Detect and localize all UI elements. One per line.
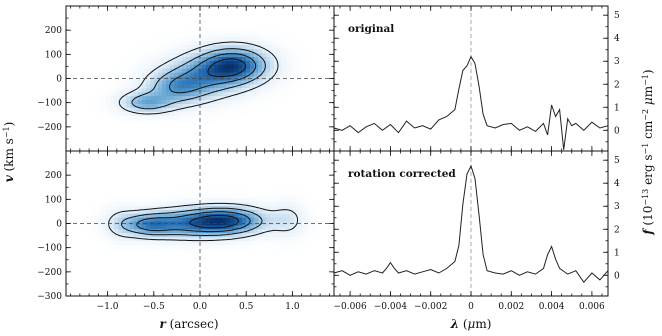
pv-top-panel: −200 −100 0 100 200 bbox=[37, 5, 335, 152]
pv-bottom-contour-3 bbox=[136, 211, 251, 233]
spec-top-panel: original 0 1 2 3 4 5 bbox=[333, 5, 620, 152]
spec-top-y-tick-label: 5 bbox=[614, 11, 620, 21]
spec-bottom-x-tick-label: −0.006 bbox=[333, 302, 367, 312]
pv-top-contour-1 bbox=[118, 41, 279, 115]
pv-bottom-y-tick-label: 0 bbox=[56, 220, 62, 230]
pv-bottom-panel: −1.0 −0.5 0.0 0.5 1.0 −300 −200 −100 0 100 200 bbox=[37, 150, 335, 312]
spec-top-spectrum-line bbox=[333, 55, 609, 150]
spec-bottom-x-tick-label: 0.002 bbox=[498, 302, 524, 312]
spec-bottom-y-tick-label: 5 bbox=[614, 156, 620, 166]
pv-top-y-tick-label: −100 bbox=[37, 99, 62, 109]
pv-bottom-x-tick-label: 0.5 bbox=[239, 302, 254, 312]
spec-top-y-tick-label: 4 bbox=[614, 34, 620, 44]
pv-bottom-contour-1 bbox=[108, 202, 299, 242]
pv-bottom-y-tick-label: −100 bbox=[37, 244, 62, 254]
pv-top-y-tick-label: 200 bbox=[45, 26, 62, 36]
spec-x-axis-label: λ (μm) bbox=[450, 317, 492, 331]
spec-bottom-y-tick-label: 2 bbox=[614, 225, 620, 235]
pv-bottom-y-tick-label: 100 bbox=[45, 195, 62, 205]
spec-bottom-y-tick-label: 3 bbox=[614, 202, 620, 212]
pv-bottom-contour-4 bbox=[189, 214, 240, 229]
spec-bottom-x-tick-label: −0.004 bbox=[374, 302, 408, 312]
pv-bottom-y-tick-label: −300 bbox=[37, 292, 62, 302]
spec-bottom-x-tick-label: 0.006 bbox=[579, 302, 605, 312]
pv-top-contour-4 bbox=[207, 58, 246, 78]
pv-top-contour-3 bbox=[168, 53, 257, 94]
spec-bottom-x-tick-label: 0 bbox=[468, 302, 474, 312]
pv-top-y-tick-label: 100 bbox=[45, 50, 62, 60]
spec-top-y-tick-label: 2 bbox=[614, 80, 620, 90]
pv-x-axis-label: r (arcsec) bbox=[159, 317, 218, 331]
pv-bottom-y-tick-label: 200 bbox=[45, 171, 62, 181]
spec-bottom-x-tick-label: 0.004 bbox=[539, 302, 565, 312]
pv-bottom-x-tick-label: −0.5 bbox=[143, 302, 165, 312]
spec-bottom-y-tick-label: 1 bbox=[614, 248, 620, 258]
spec-top-y-tick-label: 1 bbox=[614, 103, 620, 113]
pv-top-y-tick-label: 0 bbox=[56, 75, 62, 85]
pv-bottom-y-tick-label: −200 bbox=[37, 268, 62, 278]
spec-bottom-spectrum-line bbox=[333, 164, 609, 284]
spec-top-y-tick-label: 0 bbox=[614, 126, 620, 136]
pv-y-axis-label: v (km s−1) bbox=[2, 122, 16, 183]
spec-y-axis-label: f (10−13 erg s−1 cm−2 μm−1) bbox=[641, 69, 655, 235]
pv-bottom-x-tick-label: −1.0 bbox=[97, 302, 119, 312]
pv-bottom-x-tick-label: 1.0 bbox=[285, 302, 300, 312]
spec-top-title: original bbox=[348, 23, 394, 35]
spec-bottom-y-tick-label: 0 bbox=[614, 271, 620, 281]
spec-bottom-x-tick-label: −0.002 bbox=[414, 302, 447, 312]
spec-bottom-panel: rotation corrected −0.006 −0.004 −0.002 0 0.0… bbox=[333, 150, 620, 312]
spec-bottom-y-tick-label: 4 bbox=[614, 179, 620, 189]
pv-top-y-tick-label: −200 bbox=[37, 123, 62, 133]
spec-bottom-title: rotation corrected bbox=[348, 168, 456, 180]
pv-top-contour-2 bbox=[131, 48, 266, 110]
pv-bottom-contour-2 bbox=[120, 207, 263, 236]
spec-top-y-tick-label: 3 bbox=[614, 57, 620, 67]
pv-bottom-x-tick-label: 0.0 bbox=[193, 302, 208, 312]
